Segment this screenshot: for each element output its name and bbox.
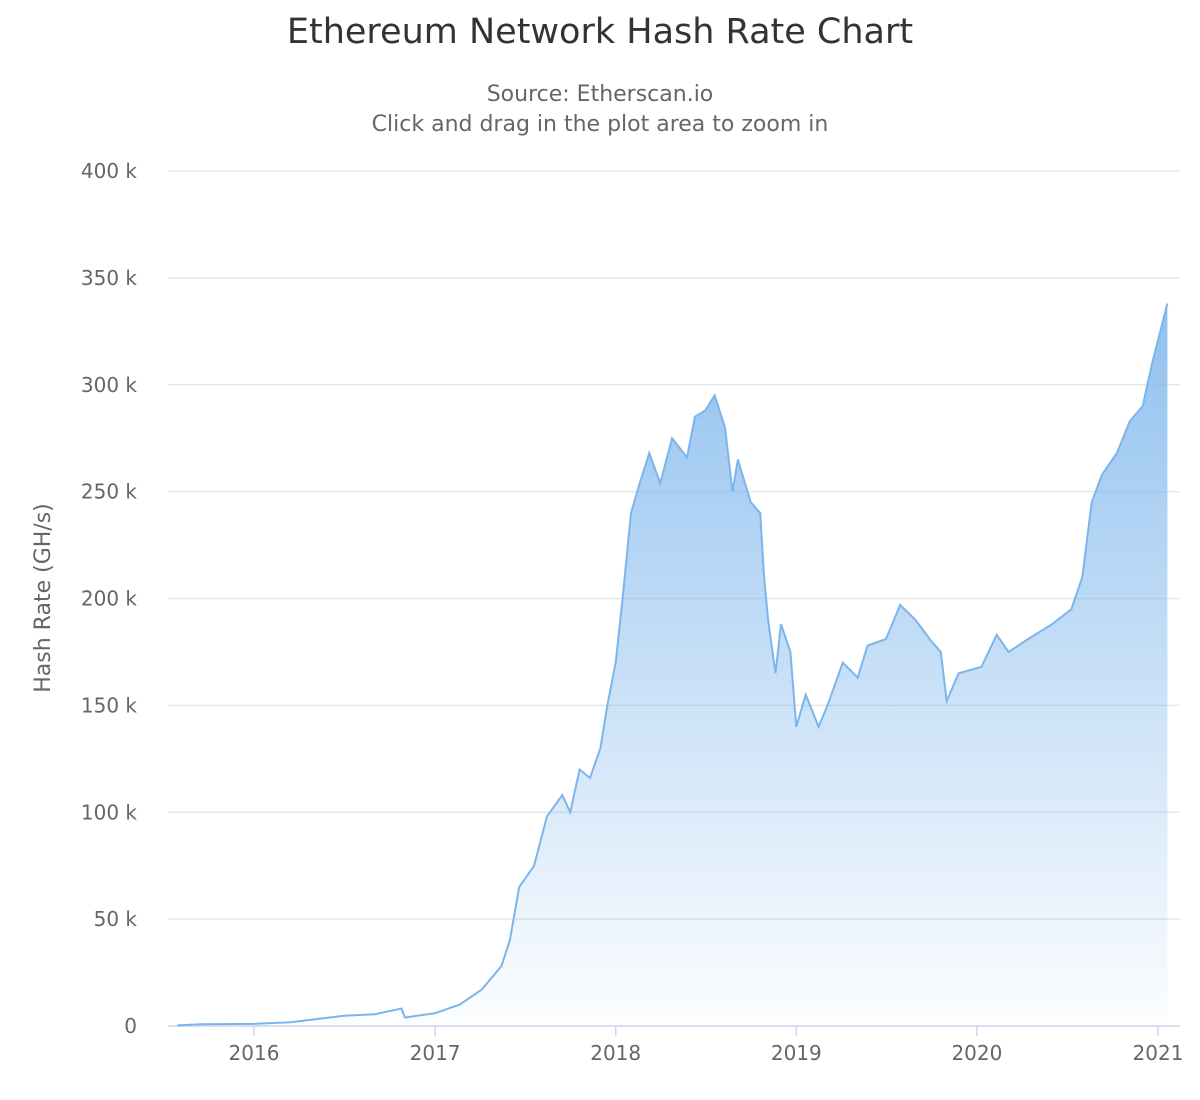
series-area	[177, 303, 1168, 1026]
chart-subtitle-zoom-hint: Click and drag in the plot area to zoom …	[371, 112, 829, 137]
y-tick-label: 400 k	[81, 159, 138, 183]
y-axis-title: Hash Rate (GH/s)	[31, 503, 56, 693]
chart-title: Ethereum Network Hash Rate Chart	[286, 12, 914, 52]
y-tick-label: 350 k	[81, 266, 138, 290]
y-tick-label: 150 k	[81, 693, 138, 717]
series-line	[177, 303, 1169, 1027]
x-tick-label: 2017	[410, 1041, 461, 1065]
y-tick-label: 50 k	[94, 907, 138, 931]
y-tick-label: 0	[124, 1014, 137, 1038]
x-tick-label: 2020	[951, 1041, 1002, 1065]
y-tick-label: 300 k	[81, 373, 138, 397]
chart-subtitle: Source: Etherscan.io	[486, 82, 714, 107]
x-tick-label: 2016	[229, 1041, 280, 1065]
y-tick-label: 100 k	[81, 800, 138, 824]
x-tick-label: 2018	[590, 1041, 641, 1065]
y-tick-label: 250 k	[81, 480, 138, 504]
x-tick-label: 2019	[771, 1041, 822, 1065]
y-tick-label: 200 k	[81, 587, 138, 611]
x-tick-label: 2021	[1133, 1041, 1184, 1065]
